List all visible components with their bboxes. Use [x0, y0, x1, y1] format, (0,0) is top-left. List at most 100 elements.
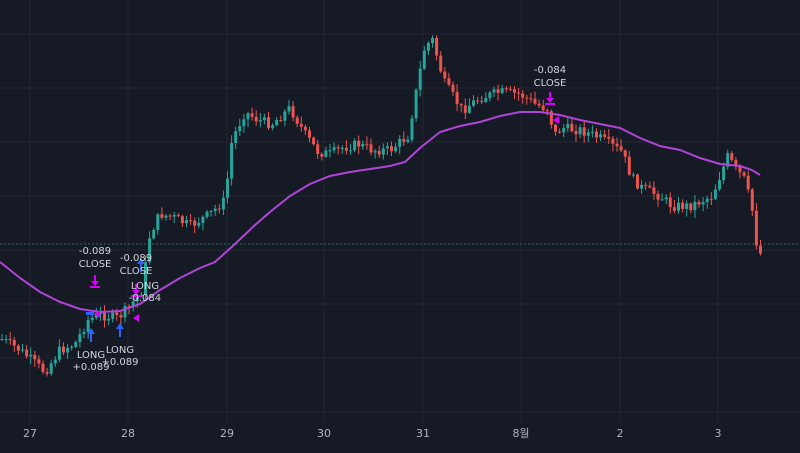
- candle-body: [115, 312, 119, 315]
- candle-up: [74, 340, 78, 349]
- candle-body: [562, 128, 566, 133]
- candle-up: [230, 135, 234, 186]
- trade-annotation-close-2: -0.089 CLOSE: [120, 253, 153, 277]
- candle-up: [271, 123, 275, 131]
- candle-down: [189, 213, 193, 225]
- candle-up: [70, 344, 74, 351]
- candle-down: [730, 151, 734, 162]
- candle-down: [582, 121, 586, 143]
- candle-body: [180, 216, 184, 224]
- candle-body: [566, 123, 570, 129]
- candle-body: [279, 120, 283, 122]
- arrow-head: [132, 290, 140, 295]
- candle-down: [595, 128, 598, 143]
- candle-body: [234, 131, 238, 144]
- candle-body: [357, 140, 361, 147]
- candle-down: [554, 123, 557, 136]
- candle-body: [648, 185, 652, 188]
- candle-body: [148, 238, 152, 263]
- annotation-value: -0.089: [120, 253, 152, 264]
- candle-up: [49, 360, 53, 376]
- close-arrow-icon: [545, 92, 555, 105]
- candle-up: [86, 315, 90, 339]
- candle-down: [607, 129, 611, 144]
- candle-down: [390, 141, 393, 156]
- candle-down: [508, 85, 512, 91]
- candle-up: [578, 124, 582, 138]
- candle-body: [722, 166, 726, 181]
- candle-body: [381, 148, 385, 155]
- candle-down: [357, 135, 361, 155]
- candle-body: [574, 131, 578, 135]
- candle-up: [123, 302, 127, 323]
- candle-down: [447, 72, 451, 87]
- candle-body: [746, 175, 750, 190]
- candle-down: [476, 96, 480, 104]
- candle-up: [148, 231, 152, 265]
- candle-up: [185, 215, 188, 228]
- candle-down: [709, 191, 713, 206]
- candle-up: [500, 84, 504, 95]
- candle-up: [426, 40, 430, 56]
- candle-up: [0, 334, 4, 342]
- trade-annotation-long-3: LONG -0.084: [129, 281, 161, 304]
- candle-up: [152, 227, 156, 240]
- candle-down: [537, 99, 541, 109]
- candle-body: [709, 198, 713, 200]
- candle-body: [705, 198, 709, 203]
- candle-body: [250, 113, 254, 117]
- candle-up: [664, 194, 668, 204]
- candle-up: [414, 88, 418, 122]
- candle-up: [172, 212, 176, 224]
- candle-body: [353, 140, 357, 151]
- long-arrow-icon: [116, 323, 124, 337]
- candle-body: [29, 354, 33, 357]
- candle-body: [164, 215, 168, 218]
- candle-down: [558, 128, 562, 134]
- candle-down: [668, 192, 672, 214]
- candle-body: [291, 106, 295, 118]
- candle-body: [496, 89, 500, 93]
- long-arrow-icon: [137, 258, 145, 272]
- annotation-label: CLOSE: [79, 259, 112, 270]
- annotation-label: CLOSE: [120, 266, 153, 277]
- candle-body: [656, 193, 660, 200]
- candle-up: [283, 109, 287, 127]
- candle-down: [439, 51, 443, 74]
- candle-down: [627, 151, 631, 176]
- candle-up: [599, 130, 603, 142]
- candle-body: [209, 211, 213, 213]
- candle-body: [201, 216, 205, 223]
- candle-body: [652, 187, 656, 194]
- candles-group: [0, 35, 762, 377]
- candle-body: [349, 150, 352, 152]
- close-arrow-icon: [131, 284, 141, 297]
- candle-up: [238, 118, 242, 137]
- candle-up: [66, 344, 70, 359]
- candle-up: [640, 179, 644, 194]
- candle-body: [33, 354, 37, 360]
- x-tick-label: 8월: [512, 427, 529, 440]
- candle-down: [529, 92, 533, 103]
- candle-down: [615, 137, 619, 152]
- candle-body: [131, 301, 135, 307]
- candle-up: [144, 256, 147, 301]
- trade-markers: [86, 92, 559, 342]
- long-arrow-icon: [87, 328, 95, 342]
- candle-body: [549, 111, 553, 125]
- arrow-head: [87, 328, 95, 334]
- candle-body: [517, 92, 521, 94]
- arrow-head: [546, 98, 554, 103]
- candle-down: [603, 129, 607, 140]
- candle-up: [562, 124, 566, 138]
- candle-body: [94, 313, 98, 318]
- close-flag-icon: [553, 116, 559, 124]
- candle-down: [8, 331, 12, 346]
- candle-down: [443, 67, 447, 83]
- candle-up: [398, 135, 402, 155]
- candle-down: [435, 35, 439, 61]
- annotation-label: LONG: [106, 345, 134, 356]
- candle-up: [701, 197, 705, 212]
